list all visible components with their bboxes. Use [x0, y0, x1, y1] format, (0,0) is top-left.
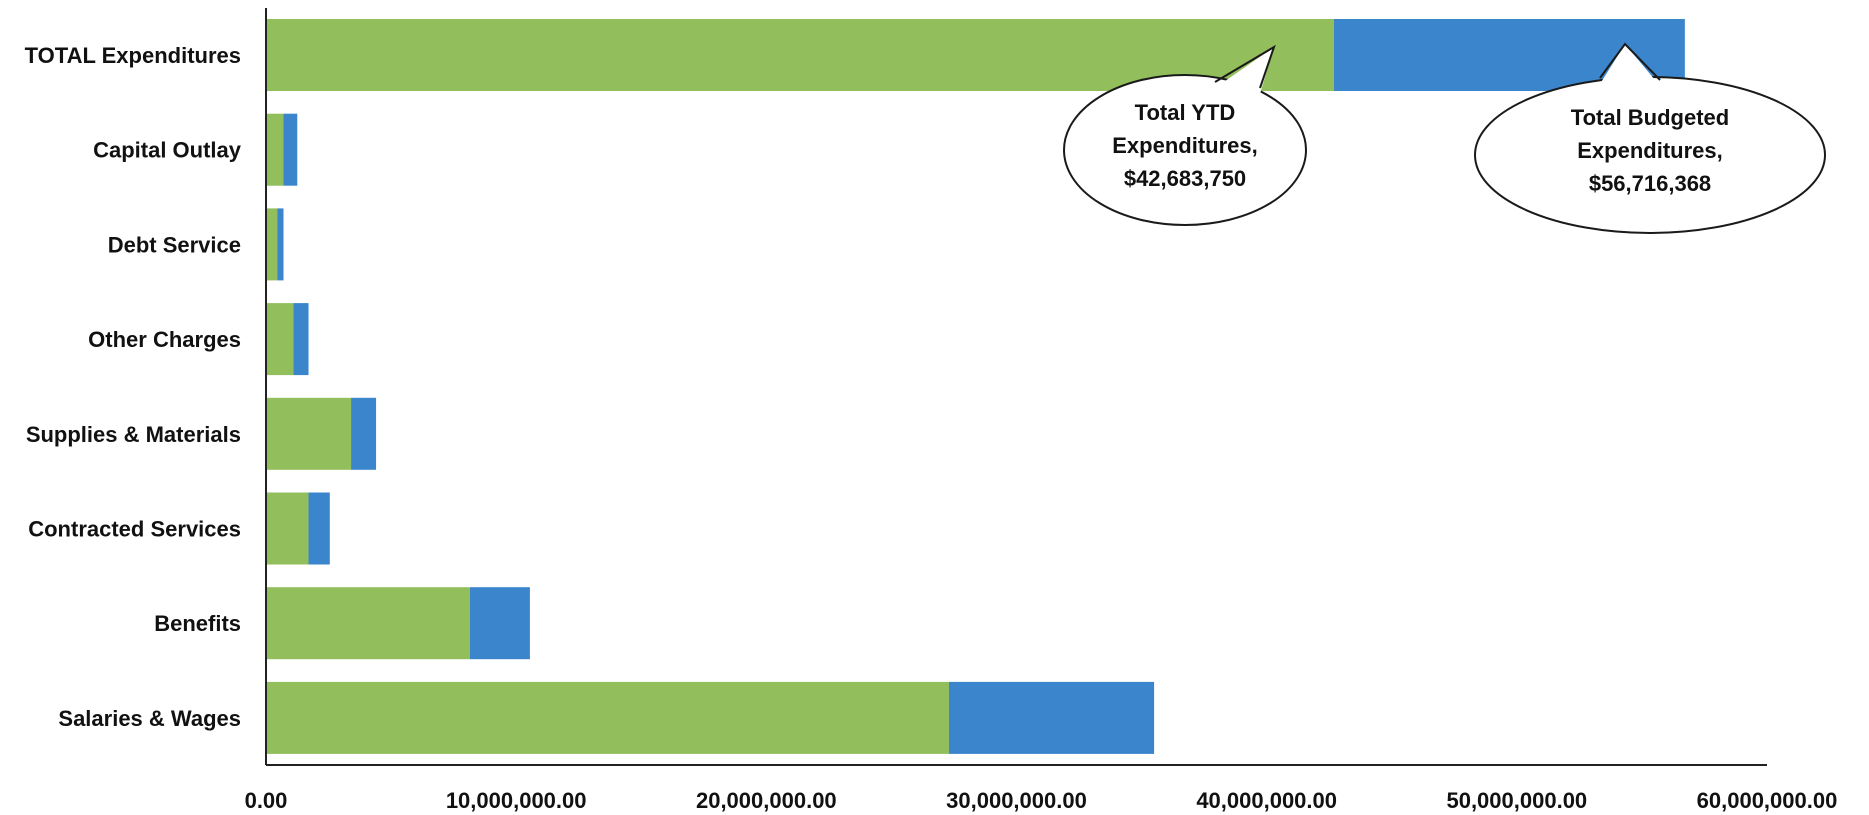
callout-pointer-fill [1215, 47, 1274, 94]
category-label-total-expenditures: TOTAL Expenditures [25, 43, 241, 68]
callout-text-line: Expenditures, [1577, 138, 1722, 163]
bar-contracted-services-segment-1 [266, 492, 309, 565]
x-tick-labels: 0.00 10,000,000.00 20,000,000.00 30,000,000… [245, 788, 1838, 813]
callout-text-line: Total Budgeted [1571, 105, 1729, 130]
x-tick-label: 60,000,000.00 [1697, 788, 1838, 813]
callout-text-line: Total YTD [1135, 100, 1236, 125]
bars-layer [266, 19, 1685, 754]
callout-text-line: $56,716,368 [1589, 171, 1711, 196]
x-tick-label: 50,000,000.00 [1446, 788, 1587, 813]
category-label-capital-outlay: Capital Outlay [93, 138, 242, 163]
callout-bubble [1063, 74, 1307, 226]
bar-capital-outlay-segment-2 [283, 113, 298, 186]
bar-other-charges-segment-2 [293, 303, 309, 376]
callout-text-line: $42,683,750 [1124, 166, 1246, 191]
bar-other-charges-segment-1 [266, 303, 294, 376]
x-tick-label: 30,000,000.00 [946, 788, 1087, 813]
category-label-other-charges: Other Charges [88, 327, 241, 352]
bar-supplies-and-materials-segment-1 [266, 397, 352, 470]
x-tick-label: 0.00 [245, 788, 288, 813]
callout-ytd: Total YTD Expenditures, $42,683,750 [1063, 44, 1307, 226]
bar-supplies-and-materials-segment-2 [351, 397, 377, 470]
category-labels: TOTAL Expenditures Capital Outlay Debt Ser… [25, 43, 242, 731]
x-tick-label: 20,000,000.00 [696, 788, 837, 813]
category-label-supplies-and-materials: Supplies & Materials [26, 422, 241, 447]
bar-debt-service-segment-2 [277, 208, 284, 281]
bar-capital-outlay-segment-1 [266, 113, 284, 186]
bar-benefits-segment-1 [266, 587, 470, 660]
bar-contracted-services-segment-2 [308, 492, 330, 565]
x-tick-label: 10,000,000.00 [446, 788, 587, 813]
bar-benefits-segment-2 [469, 587, 530, 660]
callout-budgeted: Total Budgeted Expenditures, $56,716,368 [1474, 42, 1826, 234]
category-label-benefits: Benefits [154, 611, 241, 636]
callout-pointer [1214, 44, 1276, 89]
bar-debt-service-segment-1 [266, 208, 278, 281]
bar-salaries-and-wages-segment-1 [266, 681, 949, 754]
category-label-salaries-and-wages: Salaries & Wages [58, 706, 241, 731]
bar-salaries-and-wages-segment-2 [948, 681, 1155, 754]
callout-pointer [1599, 42, 1661, 81]
callout-text-line: Expenditures, [1112, 133, 1257, 158]
category-label-debt-service: Debt Service [108, 232, 241, 257]
x-tick-label: 40,000,000.00 [1196, 788, 1337, 813]
callout-pointer-fill [1600, 44, 1660, 86]
callouts-layer: Total YTD Expenditures, $42,683,750 Total B… [1063, 42, 1826, 234]
category-label-contracted-services: Contracted Services [28, 517, 241, 542]
